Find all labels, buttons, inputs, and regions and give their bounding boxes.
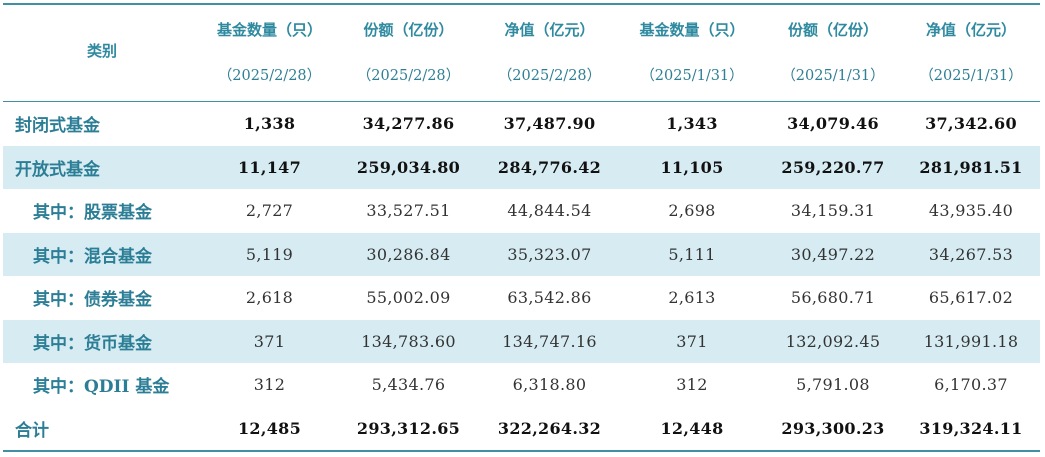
table-cell: 2,613 xyxy=(668,288,716,308)
table-cell: 134,783.60 xyxy=(361,331,456,351)
column-header: 份额（亿份） （2025/1/31） xyxy=(781,21,885,84)
table-cell: 43,935.40 xyxy=(928,201,1014,221)
table-cell: 30,286.84 xyxy=(366,244,451,264)
table-cell: 12,485 xyxy=(237,418,302,438)
table-cell: 34,267.53 xyxy=(928,244,1014,264)
table-cell: 35,323.07 xyxy=(507,244,592,264)
table-cell: 284,776.42 xyxy=(497,157,602,177)
row-label: 其中：股票基金 xyxy=(33,203,152,224)
table-cell: 259,220.77 xyxy=(781,157,885,177)
table-cell: 371 xyxy=(253,331,286,351)
table-cell: 37,342.60 xyxy=(925,114,1017,134)
column-header: 份额（亿份） （2025/2/28） xyxy=(356,21,461,84)
row-label: 其中：债券基金 xyxy=(33,290,152,311)
table-cell: 33,527.51 xyxy=(366,201,451,221)
table-row-stock: 其中：股票基金 2,727 33,527.51 44,844.54 2,698 … xyxy=(3,189,1040,233)
table-cell: 6,318.80 xyxy=(512,375,587,395)
column-header: 净值（亿元） （2025/1/31） xyxy=(919,21,1023,84)
table-row-qdii: 其中：QDII 基金 312 5,434.76 6,318.80 312 5,7… xyxy=(3,363,1040,407)
table-row-total: 合计 12,485 293,312.65 322,264.32 12,448 2… xyxy=(3,407,1040,451)
table-row-hybrid: 其中：混合基金 5,119 30,286.84 35,323.07 5,111 … xyxy=(3,232,1040,276)
table-cell: 12,448 xyxy=(660,418,724,438)
table-cell: 312 xyxy=(253,375,286,395)
table-cell: 293,312.65 xyxy=(356,418,461,438)
table-cell: 319,324.11 xyxy=(919,418,1023,438)
table-cell: 5,119 xyxy=(245,244,294,264)
table-cell: 312 xyxy=(676,375,708,395)
table-cell: 371 xyxy=(676,331,708,351)
table-cell: 1,343 xyxy=(666,114,718,134)
table-cell: 1,338 xyxy=(243,114,296,134)
column-header: 净值（亿元） （2025/2/28） xyxy=(497,21,602,84)
table-cell: 2,618 xyxy=(245,288,294,308)
table-cell: 2,727 xyxy=(245,201,294,221)
table-cell: 5,791.08 xyxy=(796,375,870,395)
table-cell: 34,079.46 xyxy=(787,114,879,134)
table-cell: 293,300.23 xyxy=(781,418,885,438)
table-row-closed-end: 封闭式基金 1,338 34,277.86 37,487.90 1,343 34… xyxy=(3,102,1040,146)
table-row-money-market: 其中：货币基金 371 134,783.60 134,747.16 371 13… xyxy=(3,319,1040,363)
table-cell: 30,497.22 xyxy=(790,244,876,264)
table-cell: 55,002.09 xyxy=(366,288,451,308)
table-cell: 44,844.54 xyxy=(507,201,592,221)
table-cell: 37,487.90 xyxy=(503,114,596,134)
table-row-open-end: 开放式基金 11,147 259,034.80 284,776.42 11,10… xyxy=(3,145,1040,189)
table-cell: 34,159.31 xyxy=(790,201,876,221)
row-label: 合计 xyxy=(15,420,49,441)
table-cell: 34,277.86 xyxy=(362,114,455,134)
table-cell: 65,617.02 xyxy=(928,288,1014,308)
table-cell: 56,680.71 xyxy=(790,288,876,308)
table-cell: 5,111 xyxy=(668,244,716,264)
table-header: 类别 基金数量（只） （2025/2/28） 份额（亿份） （2025/2/28） … xyxy=(3,5,1040,102)
row-label: 封闭式基金 xyxy=(15,116,100,137)
row-label: 其中：QDII 基金 xyxy=(33,377,170,398)
row-label: 开放式基金 xyxy=(15,159,100,180)
table-cell: 6,170.37 xyxy=(934,375,1008,395)
table-cell: 131,991.18 xyxy=(923,331,1019,351)
table-cell: 11,105 xyxy=(660,157,724,177)
table-cell: 11,147 xyxy=(237,157,302,177)
table-cell: 132,092.45 xyxy=(785,331,881,351)
row-label: 其中：混合基金 xyxy=(33,246,152,267)
category-header: 类别 xyxy=(86,41,117,60)
table-cell: 281,981.51 xyxy=(919,157,1023,177)
table-cell: 322,264.32 xyxy=(497,418,602,438)
column-header: 基金数量（只） （2025/2/28） xyxy=(216,21,322,84)
column-header: 基金数量（只） （2025/1/31） xyxy=(639,21,745,84)
fund-statistics-table: 类别 基金数量（只） （2025/2/28） 份额（亿份） （2025/2/28） … xyxy=(3,3,1040,452)
table-cell: 5,434.76 xyxy=(371,375,446,395)
row-label: 其中：货币基金 xyxy=(33,333,152,354)
table-cell: 134,747.16 xyxy=(502,331,597,351)
table-cell: 2,698 xyxy=(668,201,716,221)
table-cell: 63,542.86 xyxy=(507,288,592,308)
table-row-bond: 其中：债券基金 2,618 55,002.09 63,542.86 2,613 … xyxy=(3,276,1040,320)
table-cell: 259,034.80 xyxy=(356,157,461,177)
